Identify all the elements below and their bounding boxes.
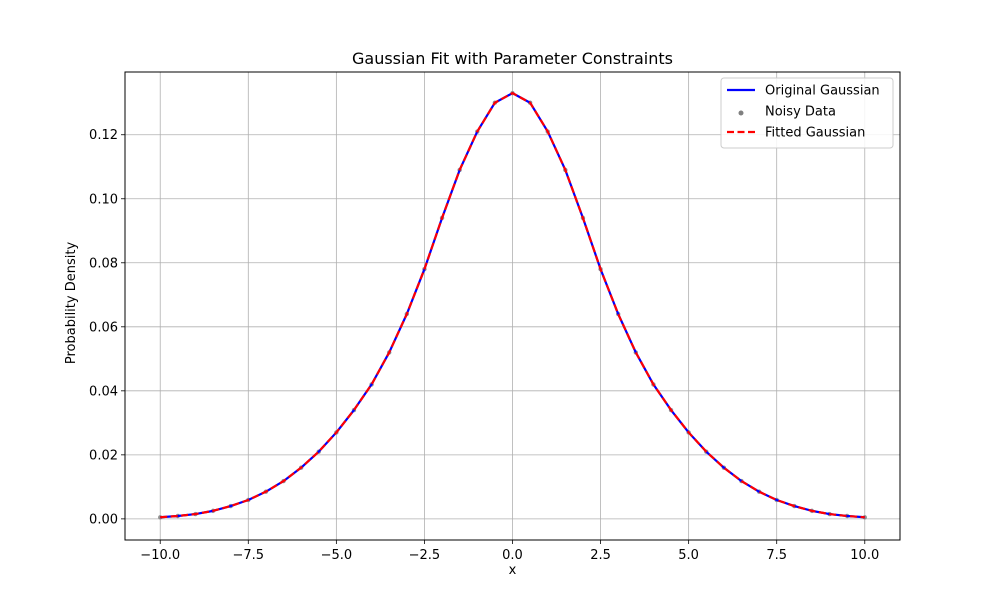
y-axis-label: Probability Density xyxy=(64,242,79,365)
y-tick-label: 0.06 xyxy=(89,320,118,335)
y-tick-label: 0.04 xyxy=(89,384,118,399)
y-tick-label: 0.12 xyxy=(89,128,118,143)
legend-marker-noisy-data xyxy=(738,110,744,116)
y-tick-label: 0.02 xyxy=(89,448,118,463)
fitted-gaussian-line xyxy=(160,92,865,519)
chart-title: Gaussian Fit with Parameter Constraints xyxy=(352,49,673,68)
x-tick-label: 10.0 xyxy=(850,548,879,563)
x-tick-label: 5.0 xyxy=(678,548,699,563)
grid xyxy=(125,72,900,540)
y-tick-label: 0.08 xyxy=(89,256,118,271)
legend-label: Fitted Gaussian xyxy=(765,126,865,141)
x-tick-label: −2.5 xyxy=(409,548,441,563)
x-tick-label: 0.0 xyxy=(502,548,523,563)
x-tick-label: −10.0 xyxy=(140,548,180,563)
x-tick-label: 7.5 xyxy=(766,548,787,563)
legend-label: Original Gaussian xyxy=(765,84,880,99)
x-axis-label: x xyxy=(509,563,517,578)
legend-box xyxy=(720,77,894,149)
y-tick-label: 0.00 xyxy=(89,512,118,527)
x-tick-label: −5.0 xyxy=(321,548,353,563)
x-tick-label: 2.5 xyxy=(590,548,611,563)
legend-label: Noisy Data xyxy=(765,105,836,120)
x-tick-label: −7.5 xyxy=(233,548,265,563)
y-tick-label: 0.10 xyxy=(89,192,118,207)
plot-series xyxy=(158,90,867,520)
axis-ticks: −10.0 −7.5 −5.0 −2.5 0.0 2.5 5.0 7.5 10.0 0.00 0.0… xyxy=(89,128,879,563)
legend: Original Gaussian Noisy Data Fitted Gaussi… xyxy=(720,77,894,149)
